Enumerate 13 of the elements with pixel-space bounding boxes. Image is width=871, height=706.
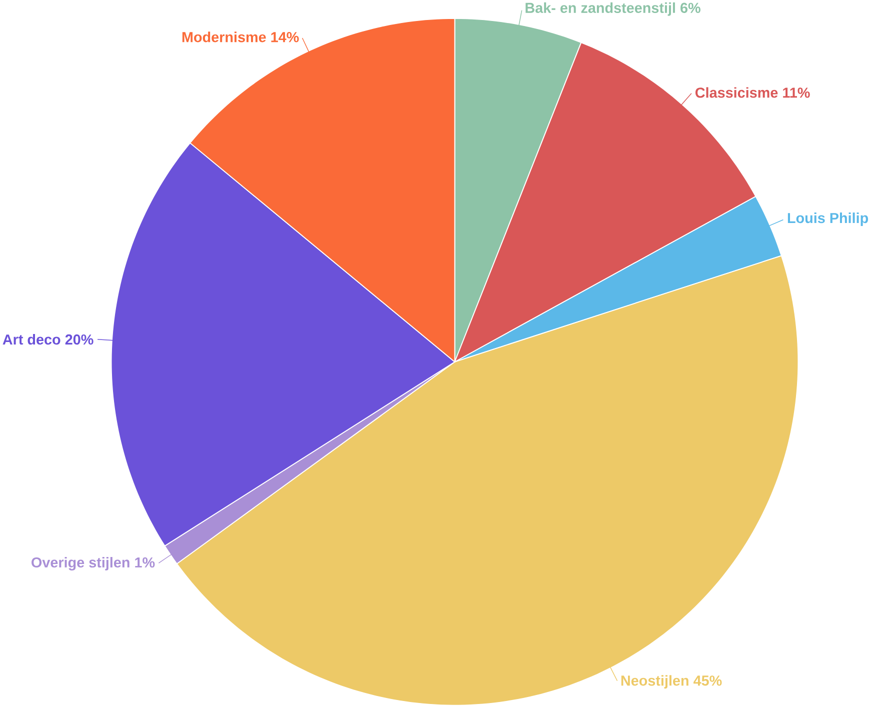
slice-label: Classicisme <box>695 87 778 98</box>
slice-label: Modernisme <box>182 32 266 42</box>
data-label: 20% <box>65 334 94 345</box>
slice-label: Neostijlen <box>621 675 688 689</box>
data-label: 1% <box>135 558 155 568</box>
data-label: 11% <box>783 88 810 98</box>
slice-label: Overige stijlen <box>32 557 130 571</box>
slice-label: Louis Philip <box>788 212 868 226</box>
data-label: 14% <box>271 32 299 42</box>
slice-label: Bak- en zandsteenstijl <box>526 2 675 16</box>
slice-label: Art deco <box>2 334 60 345</box>
data-label: 6% <box>680 2 700 14</box>
data-label: 45% <box>693 676 722 686</box>
